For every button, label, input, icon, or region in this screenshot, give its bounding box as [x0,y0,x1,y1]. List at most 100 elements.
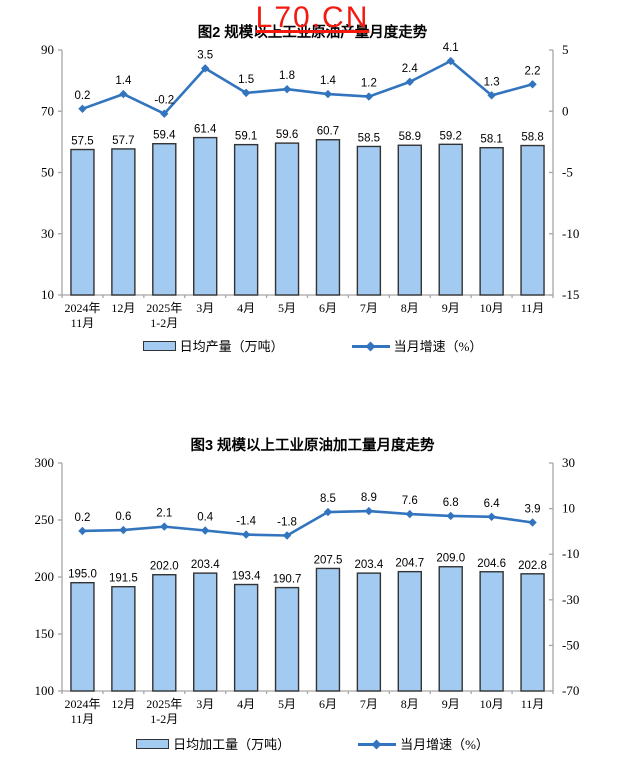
bar-value-label: 57.5 [71,136,93,148]
x-axis-label: 12月 [111,301,135,315]
right-axis-tick-label: 5 [562,42,569,57]
x-axis-label: 4月 [237,697,255,711]
right-axis-tick-label: -10 [562,226,579,241]
left-axis-tick-label: 30 [41,226,54,241]
line-marker [241,88,251,98]
x-axis-label: 8月 [401,697,419,711]
bar-value-label: 191.5 [109,573,138,585]
bar [397,144,422,296]
left-axis-tick-label: 70 [41,103,54,118]
line-series [82,59,533,115]
line-marker [119,525,128,535]
right-axis-tick-label: -70 [562,683,579,698]
watermark-text: L70.CN [255,1,370,34]
right-axis-tick-label: 0 [562,103,569,118]
left-axis-tick-label: 10 [41,287,54,302]
bar-value-label: 60.7 [317,126,339,138]
x-axis-label: 1-2月 [150,712,178,726]
x-axis-label: 1-2月 [150,316,178,330]
bar [111,148,136,296]
bar-value-label: 58.5 [358,132,380,144]
x-axis-label: 6月 [319,697,337,711]
line-marker [78,526,87,536]
x-axis-label: 7月 [360,301,378,315]
line-marker [487,91,496,100]
bar-value-label: 190.7 [273,574,302,586]
line-value-label: 1.2 [361,78,377,90]
bar-value-label: 59.4 [153,130,176,142]
bar-value-label: 193.4 [232,571,261,583]
x-axis-label: 11月 [71,712,95,726]
line-value-label: 1.4 [115,75,132,87]
bar-value-label: 207.5 [314,554,343,566]
right-axis-tick-label: -30 [562,592,579,607]
line-value-label: 8.9 [361,492,377,504]
line-value-label: 3.9 [525,504,541,516]
bar [315,567,341,692]
x-axis-label: 5月 [278,301,296,315]
bar [233,583,259,692]
bar-swatch-icon [136,738,170,749]
legend-label: 日均加工量（万吨） [173,737,291,752]
left-axis-tick-label: 300 [35,455,55,470]
chart-title: 图3 规模以上工业原油加工量月度走势 [190,438,435,454]
line-value-label: 2.4 [402,63,419,75]
line-value-label: 0.4 [197,511,214,523]
bar-value-label: 59.2 [440,130,462,142]
line-swatch-icon [358,739,397,749]
line-value-label: 3.5 [197,49,213,61]
line-value-label: 1.4 [320,75,337,87]
x-axis-label: 8月 [401,301,419,315]
bar-value-label: 204.7 [395,558,424,570]
bar-value-label: 61.4 [194,124,217,136]
left-axis-tick-label: 100 [35,683,55,698]
legend-label: 当月增速（%） [400,737,489,752]
line-value-label: 2.1 [156,508,172,520]
bar [479,571,504,692]
x-axis-label: 11月 [521,697,545,711]
line-value-label: -0.2 [154,95,174,107]
bar [193,572,218,692]
bar-value-label: 59.6 [276,129,298,141]
bar [274,586,300,692]
line-value-label: 6.8 [443,497,459,509]
line-marker [323,89,333,99]
bar-value-label: 58.8 [521,132,543,144]
x-axis-label: 11月 [521,301,545,315]
right-axis-tick-label: -10 [562,546,579,561]
x-axis-label: 10月 [480,697,504,711]
line-marker [282,85,292,94]
right-axis-tick-label: -15 [562,287,579,302]
x-axis-label: 5月 [278,697,296,711]
line-marker [405,509,414,519]
line-marker [364,92,374,101]
bar-value-label: 58.1 [480,134,502,146]
bar-value-label: 209.0 [436,553,465,565]
left-axis-tick-label: 50 [41,165,54,180]
left-axis-tick-label: 250 [35,512,55,527]
legend-label: 日均产量（万吨） [179,339,284,354]
line-marker [487,512,496,522]
bar [397,570,422,692]
bar [315,139,341,296]
bar [479,146,504,296]
figure-3-legend: 日均加工量（万吨） 当月增速（%） [0,734,625,753]
right-axis-tick-label: 30 [562,455,575,470]
bar [152,574,177,692]
line-series [82,509,533,537]
line-value-label: -1.8 [277,517,297,529]
line-value-label: 6.4 [484,498,501,510]
line-marker [160,109,169,118]
line-marker [446,511,455,521]
line-value-label: 1.5 [238,74,254,86]
x-axis-label: 3月 [196,301,214,315]
bar-value-label: 58.9 [399,131,421,143]
right-axis-tick-label: -5 [562,165,573,180]
bar [233,143,259,296]
x-axis-label: 9月 [442,301,460,315]
line-value-label: 0.6 [115,511,131,523]
bar [274,142,300,296]
legend-item-bar: 日均加工量（万吨） [136,734,290,753]
line-value-label: 1.8 [279,70,295,82]
